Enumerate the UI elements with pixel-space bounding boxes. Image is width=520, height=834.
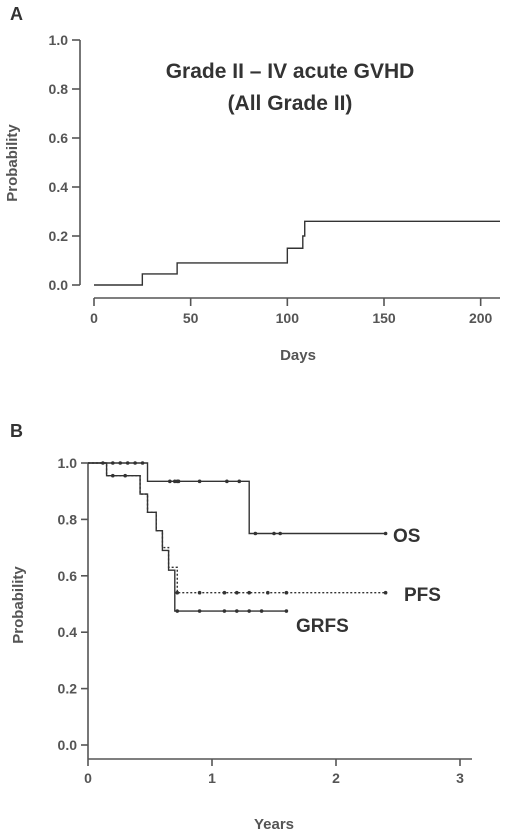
panel-b-censor-mark-grfs: [259, 609, 264, 613]
panel-b-censor-mark-pfs: [235, 590, 239, 595]
panel-b-censor-mark-grfs: [247, 609, 251, 613]
panel-b-censor-mark-pfs: [266, 590, 270, 595]
panel-b-y-tick-label: 1.0: [58, 455, 78, 471]
panel-b-censor-mark-grfs: [284, 609, 289, 613]
panel-a-ylabel: Probability: [4, 124, 21, 202]
panel-b-y-tick-label: 0.4: [58, 624, 78, 640]
panel-b-xlabel: Years: [254, 816, 294, 833]
panel-b-censor-mark-os: [383, 531, 388, 536]
panel-a-x-tick-label: 100: [276, 310, 300, 326]
panel-b-censor-mark-os: [118, 461, 123, 465]
panel-a-chart: A Grade II – IV acute GVHD (All Grade II…: [4, 4, 500, 364]
panel-b-censor-mark-os: [173, 479, 177, 484]
panel-b-censor-mark-pfs: [197, 590, 202, 595]
panel-a-axes: 0.0 0.2 0.4 0.6 0.8 1.0 0 50 100 150 200: [49, 32, 500, 326]
panel-b-curve-pfs: [88, 462, 386, 594]
panel-a-y-tick-label: 0.4: [49, 179, 69, 195]
panel-b-censor-mark-os: [225, 479, 229, 484]
panel-b-censor-mark-os: [168, 479, 172, 484]
panel-b-censor-mark-os: [197, 479, 202, 484]
panel-b-y-tick-label: 0.8: [58, 511, 78, 527]
panel-b-censor-mark-os: [133, 461, 137, 465]
panel-b-censor-mark-pfs: [247, 590, 251, 595]
panel-b-censor-mark-pfs: [222, 590, 227, 595]
panel-b-y-tick-label: 0.6: [58, 568, 78, 584]
panel-b-censor-mark-os: [272, 531, 276, 536]
panel-b-censor-mark-grfs: [222, 609, 227, 613]
panel-a-x-tick-label: 150: [372, 310, 396, 326]
panel-a-xlabel: Days: [280, 347, 316, 364]
panel-b-censor-mark-os: [237, 479, 242, 484]
panel-a-label: A: [10, 4, 23, 24]
panel-a-subtitle: (All Grade II): [228, 92, 353, 115]
panel-a-y-tick-label: 0.6: [49, 130, 69, 146]
panel-b-censor-mark-os: [140, 461, 145, 465]
panel-b-censor-mark-os: [278, 531, 283, 536]
panel-a-series: [94, 220, 500, 286]
panel-b-label: B: [10, 421, 23, 441]
panel-b-chart: B Years Probability 0.0 0.2 0.4 0.6 0.8 1.0 0 1…: [10, 421, 472, 833]
panel-b-censor-mark-pfs: [284, 590, 289, 595]
panel-b-censor-mark-os: [253, 531, 258, 536]
series-label-grfs: GRFS: [296, 616, 349, 637]
panel-b-series: [88, 461, 388, 613]
panel-a-curve-series-1: [94, 220, 500, 286]
panel-a-x-tick-label: 50: [183, 310, 199, 326]
panel-b-x-tick-label: 1: [208, 770, 216, 786]
panel-b-curve-os: [88, 462, 386, 535]
panel-b-censor-mark-grfs: [197, 609, 202, 613]
panel-a-x-tick-label: 200: [469, 310, 493, 326]
panel-a-title: Grade II – IV acute GVHD: [166, 60, 415, 83]
panel-b-curve-grfs: [88, 462, 287, 612]
panel-a-y-tick-label: 0.2: [49, 228, 69, 244]
panel-b-x-tick-label: 3: [456, 770, 464, 786]
panel-b-x-tick-label: 2: [332, 770, 340, 786]
panel-b-y-tick-label: 0.2: [58, 681, 78, 697]
series-label-os: OS: [393, 526, 420, 547]
panel-b-ylabel: Probability: [10, 566, 27, 644]
panel-b-censor-mark-grfs: [175, 609, 180, 613]
panel-b-censor-mark-pfs: [383, 590, 388, 595]
series-label-pfs: PFS: [404, 585, 441, 606]
panel-b-censor-mark-os: [125, 461, 130, 465]
panel-a-y-tick-label: 1.0: [49, 32, 69, 48]
panel-b-censor-mark-pfs: [175, 590, 180, 595]
panel-b-axes: 0.0 0.2 0.4 0.6 0.8 1.0 0 1 2 3: [58, 455, 472, 786]
panel-a-x-tick-label: 0: [90, 310, 98, 326]
panel-a-y-tick-label: 0.0: [49, 277, 69, 293]
panel-a-y-tick-label: 0.8: [49, 81, 69, 97]
panel-b-x-tick-label: 0: [84, 770, 92, 786]
panel-b-censor-mark-grfs: [235, 609, 239, 613]
panel-b-y-tick-label: 0.0: [58, 737, 78, 753]
panel-b-censor-mark-os: [111, 461, 115, 465]
panel-b-censor-mark-os: [176, 479, 181, 484]
